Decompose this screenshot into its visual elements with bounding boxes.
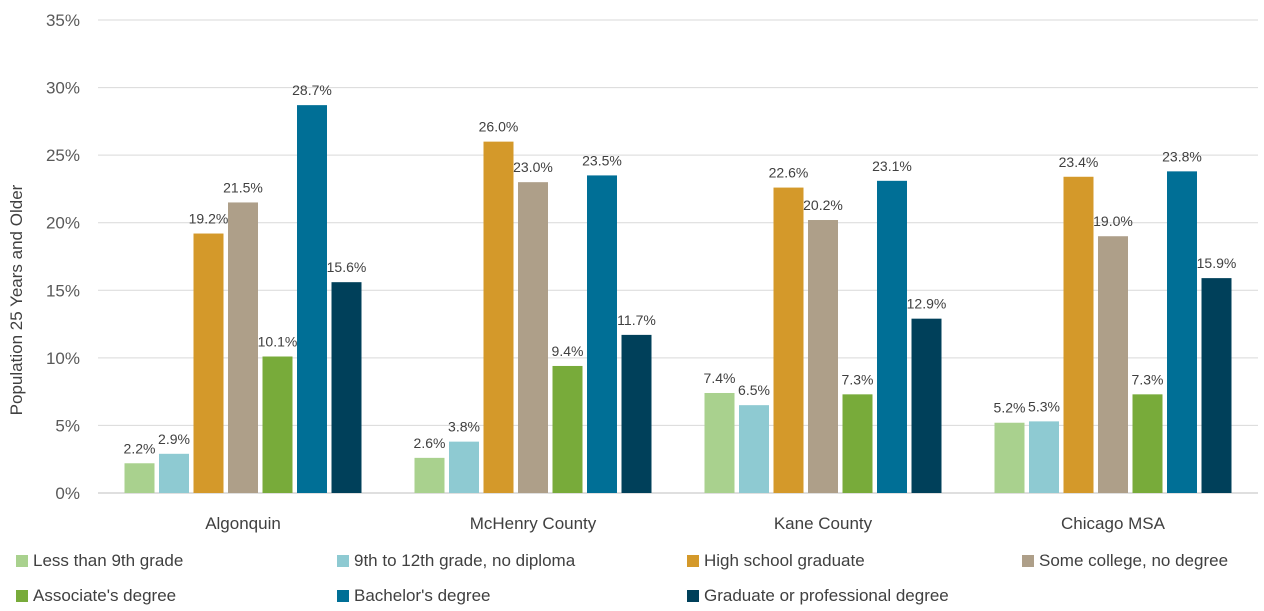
legend-item: Less than 9th grade bbox=[16, 550, 183, 572]
y-tick-label: 30% bbox=[46, 79, 80, 98]
y-tick-label: 10% bbox=[46, 349, 80, 368]
bar bbox=[808, 220, 838, 494]
legend-swatch bbox=[16, 555, 28, 567]
legend-label: 9th to 12th grade, no diploma bbox=[354, 551, 576, 570]
data-label: 9.4% bbox=[552, 343, 584, 359]
legend-label: Some college, no degree bbox=[1039, 551, 1229, 570]
legend-label: Bachelor's degree bbox=[354, 586, 491, 605]
legend-swatch bbox=[687, 590, 699, 602]
bar bbox=[1201, 278, 1232, 493]
bar bbox=[1098, 236, 1128, 493]
data-label: 2.9% bbox=[158, 431, 190, 447]
legend-swatch bbox=[16, 590, 28, 602]
bar bbox=[193, 233, 224, 494]
bar bbox=[704, 392, 735, 493]
data-label: 20.2% bbox=[803, 197, 843, 213]
legend-swatch bbox=[337, 555, 349, 567]
data-label: 5.2% bbox=[994, 400, 1026, 416]
bar bbox=[842, 394, 873, 493]
y-tick-label: 35% bbox=[46, 11, 80, 30]
legend-item: High school graduate bbox=[687, 550, 865, 572]
legend-item: Some college, no degree bbox=[1022, 550, 1228, 572]
data-label: 15.9% bbox=[1197, 255, 1237, 271]
data-label: 23.4% bbox=[1059, 154, 1099, 170]
legend-item: Associate's degree bbox=[16, 585, 176, 607]
bar bbox=[1167, 171, 1197, 494]
data-label: 23.0% bbox=[513, 159, 553, 175]
bar-chart: 0% 5% 10% 15% 20% 25% 30% 35% 2.2%2.9% 19.2% 21.5%… bbox=[46, 11, 1258, 533]
legend-item: Graduate or professional degree bbox=[687, 585, 949, 607]
bar bbox=[587, 175, 617, 493]
legend: Less than 9th grade 9th to 12th grade, no… bbox=[16, 546, 1264, 611]
legend-swatch bbox=[1022, 555, 1034, 567]
data-label: 23.5% bbox=[582, 152, 622, 168]
data-label: 6.5% bbox=[738, 382, 770, 398]
data-label: 23.1% bbox=[872, 158, 912, 174]
data-label: 21.5% bbox=[223, 179, 263, 195]
y-tick-label: 20% bbox=[46, 214, 80, 233]
data-label: 28.7% bbox=[292, 82, 332, 98]
data-label: 19.0% bbox=[1093, 213, 1133, 229]
legend-label: Graduate or professional degree bbox=[704, 586, 949, 605]
data-label: 10.1% bbox=[258, 334, 298, 350]
bar bbox=[621, 334, 652, 493]
legend-label: Associate's degree bbox=[33, 586, 177, 605]
bar bbox=[739, 405, 769, 493]
bar bbox=[483, 141, 514, 493]
bar bbox=[331, 282, 362, 493]
legend-label: Less than 9th grade bbox=[33, 551, 184, 570]
data-label: 7.4% bbox=[704, 370, 736, 386]
bar bbox=[773, 187, 804, 493]
bar bbox=[228, 202, 258, 493]
x-tick-label: Algonquin bbox=[205, 514, 281, 533]
data-label: 3.8% bbox=[448, 419, 480, 435]
bar bbox=[159, 453, 189, 493]
data-label: 11.7% bbox=[617, 312, 656, 328]
bar bbox=[552, 365, 583, 493]
x-tick-label: McHenry County bbox=[470, 514, 597, 533]
bar bbox=[877, 180, 907, 493]
data-label: 19.2% bbox=[189, 211, 229, 227]
legend-item: Bachelor's degree bbox=[337, 585, 491, 607]
legend-label: High school graduate bbox=[704, 551, 865, 570]
bar bbox=[297, 105, 327, 493]
bar bbox=[414, 457, 445, 493]
bar bbox=[911, 318, 942, 493]
data-label: 22.6% bbox=[769, 165, 809, 181]
bar bbox=[449, 441, 479, 493]
x-tick-label: Kane County bbox=[774, 514, 873, 533]
bar bbox=[262, 356, 293, 493]
y-tick-label: 15% bbox=[46, 281, 80, 300]
y-axis-label: Population 25 Years and Older bbox=[7, 184, 26, 416]
data-label: 23.8% bbox=[1162, 148, 1202, 164]
bar bbox=[994, 422, 1025, 493]
data-label: 2.2% bbox=[124, 440, 156, 456]
y-tick-label: 0% bbox=[55, 484, 80, 503]
data-label: 5.3% bbox=[1028, 398, 1060, 414]
data-label: 7.3% bbox=[1132, 371, 1164, 387]
legend-swatch bbox=[337, 590, 349, 602]
bar bbox=[124, 463, 155, 493]
legend-swatch bbox=[687, 555, 699, 567]
data-label: 12.9% bbox=[907, 296, 947, 312]
bar bbox=[1132, 394, 1163, 493]
x-tick-label: Chicago MSA bbox=[1061, 514, 1166, 533]
data-label: 2.6% bbox=[414, 435, 446, 451]
y-tick-label: 5% bbox=[55, 416, 80, 435]
legend-item: 9th to 12th grade, no diploma bbox=[337, 550, 575, 572]
data-label: 15.6% bbox=[327, 259, 367, 275]
data-label: 7.3% bbox=[842, 371, 874, 387]
y-tick-label: 25% bbox=[46, 146, 80, 165]
bar bbox=[518, 182, 548, 493]
bar bbox=[1063, 176, 1094, 493]
data-label: 26.0% bbox=[479, 119, 519, 135]
bar bbox=[1029, 421, 1059, 493]
